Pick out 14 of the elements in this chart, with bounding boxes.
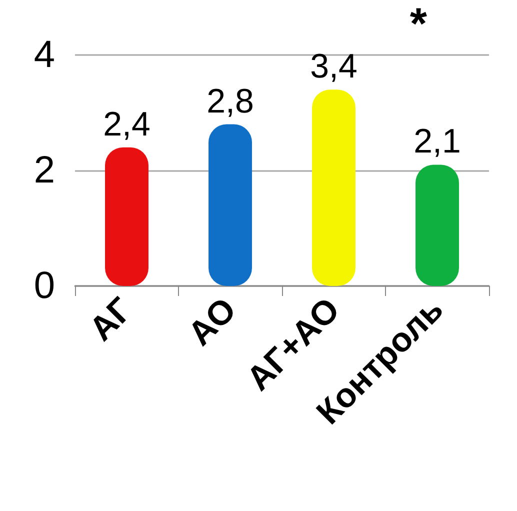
- y-tick-label: 0: [34, 265, 55, 307]
- data-label: 2,1: [414, 122, 461, 161]
- data-label: 2,4: [103, 105, 150, 144]
- y-tick-label: 4: [34, 34, 55, 76]
- y-tick-label: 2: [34, 150, 55, 192]
- text: *: [410, 0, 428, 48]
- bar: [105, 147, 148, 286]
- data-label: 3,4: [310, 48, 358, 86]
- x-tick-label: АО: [181, 290, 244, 354]
- data-label: 2,8: [206, 82, 254, 120]
- x-tick-label: АГ: [82, 290, 140, 348]
- bar: [312, 90, 356, 286]
- bar: [208, 124, 252, 286]
- bar: [416, 164, 459, 286]
